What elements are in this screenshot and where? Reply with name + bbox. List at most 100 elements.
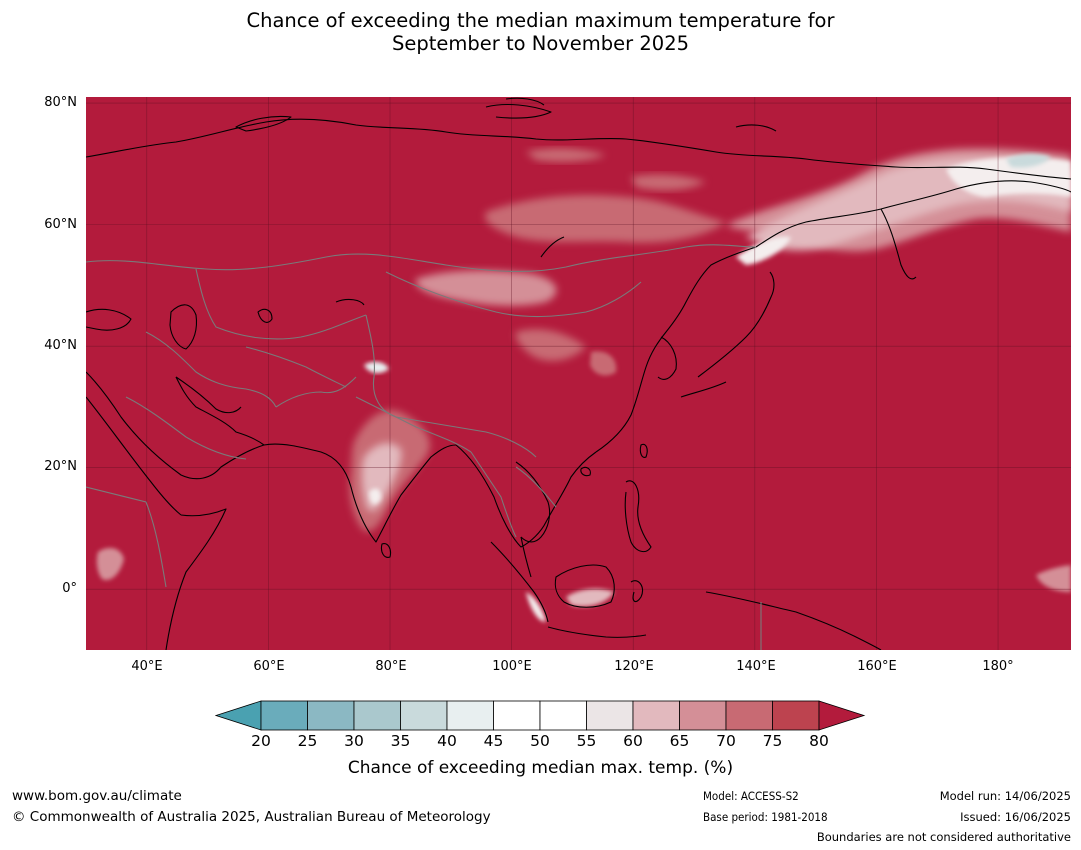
colorbar-tick-80: 80 bbox=[809, 732, 829, 750]
coast-korea bbox=[657, 336, 677, 380]
coast-bay-bengal bbox=[455, 444, 597, 548]
lat-tick-0: 0° bbox=[62, 581, 77, 596]
border-pakistan bbox=[275, 376, 357, 408]
lon-tick-100e: 100°E bbox=[492, 659, 532, 674]
probability-patches bbox=[96, 148, 1071, 622]
coast-japan bbox=[680, 271, 775, 398]
colorbar-tick-20: 20 bbox=[251, 732, 271, 750]
border-mongolia bbox=[385, 271, 642, 318]
border-kazakhstan bbox=[195, 268, 367, 340]
lon-tick-60e: 60°E bbox=[253, 659, 285, 674]
coast-new-guinea bbox=[705, 591, 882, 650]
coast-borneo bbox=[554, 564, 615, 608]
coast-arctic bbox=[86, 118, 1071, 180]
colorbar-tick-75: 75 bbox=[762, 732, 783, 750]
country-borders bbox=[86, 244, 762, 650]
forecast-map bbox=[86, 97, 1071, 650]
title-line-1: Chance of exceeding the median maximum t… bbox=[246, 9, 835, 32]
coast-aral bbox=[257, 308, 273, 323]
lat-tick-40n: 40°N bbox=[44, 338, 77, 353]
coast-horn-africa bbox=[165, 508, 227, 650]
coast-novaya-zemlya bbox=[235, 115, 292, 132]
coast-sumatra bbox=[490, 541, 549, 623]
lat-tick-80n: 80°N bbox=[44, 95, 77, 110]
colorbar-label: Chance of exceeding median max. temp. (%… bbox=[347, 758, 734, 778]
map-canvas bbox=[86, 97, 1071, 650]
colorbar-segment bbox=[772, 700, 820, 731]
border-india-north bbox=[355, 396, 472, 453]
issued-text: Issued: 16/06/2025 bbox=[960, 810, 1071, 824]
lon-tick-140e: 140°E bbox=[736, 659, 776, 674]
patch-mongolia bbox=[415, 270, 557, 306]
graticule bbox=[86, 97, 1071, 650]
patch-central-siberia bbox=[485, 195, 726, 243]
colorbar-tick-65: 65 bbox=[669, 732, 690, 750]
colorbar-tick-35: 35 bbox=[390, 732, 411, 750]
coast-black-sea bbox=[86, 308, 132, 331]
border-iran bbox=[145, 331, 277, 408]
patch-pacific-east bbox=[1036, 565, 1071, 592]
base-period-text: Base period: 1981-2018 bbox=[703, 810, 828, 824]
colorbar-segment bbox=[586, 700, 634, 731]
colorbar-tick-55: 55 bbox=[576, 732, 597, 750]
patch-sumatra bbox=[526, 592, 546, 622]
title-line-2: September to November 2025 bbox=[391, 32, 690, 55]
coast-persian-gulf bbox=[175, 376, 242, 414]
coast-sri-lanka bbox=[380, 543, 392, 558]
coast-hainan bbox=[580, 466, 591, 477]
border-indochina bbox=[515, 466, 557, 508]
border-afghanistan bbox=[245, 346, 347, 388]
coast-sulawesi bbox=[630, 580, 644, 603]
colorbar-segment bbox=[260, 700, 308, 731]
lon-tick-120e: 120°E bbox=[614, 659, 654, 674]
coast-philippines bbox=[624, 480, 652, 553]
lat-tick-20n: 20°N bbox=[44, 459, 77, 474]
disclaimer-text: Boundaries are not considered authoritat… bbox=[816, 830, 1071, 844]
patch-chukotka-white bbox=[946, 157, 1071, 197]
patch-east-africa bbox=[96, 547, 124, 581]
border-myanmar bbox=[470, 451, 517, 538]
border-africa bbox=[86, 486, 167, 588]
map-title: Chance of exceeding the median maximum t… bbox=[0, 9, 1081, 55]
coast-okhotsk bbox=[755, 180, 1071, 248]
coast-arabia bbox=[86, 371, 265, 480]
colorbar bbox=[215, 700, 866, 731]
lat-tick-60n: 60°N bbox=[44, 217, 77, 232]
colorbar-segment bbox=[725, 700, 773, 731]
colorbar-over-arrow bbox=[818, 700, 866, 731]
patch-north-siberia bbox=[526, 148, 606, 162]
border-arabia-inner bbox=[125, 396, 247, 460]
colorbar-tick-45: 45 bbox=[483, 732, 504, 750]
patch-sakhalin-white bbox=[736, 236, 791, 265]
coast-java bbox=[547, 626, 647, 638]
border-russia-south bbox=[86, 244, 757, 273]
coast-china bbox=[595, 246, 757, 453]
lon-tick-80e: 80°E bbox=[375, 659, 407, 674]
colorbar-segment bbox=[446, 700, 494, 731]
coast-taymyr bbox=[485, 103, 552, 119]
colorbar-segment bbox=[400, 700, 448, 731]
patch-china-north bbox=[515, 329, 586, 361]
colorbar-segment bbox=[353, 700, 401, 731]
patch-borneo bbox=[566, 588, 614, 607]
coast-malay bbox=[520, 536, 532, 578]
coast-taiwan bbox=[639, 443, 648, 458]
colorbar-segment bbox=[493, 700, 541, 731]
model-run-text: Model run: 14/06/2025 bbox=[939, 789, 1071, 803]
patch-yakutia bbox=[631, 174, 706, 191]
coast-indochina bbox=[515, 461, 551, 543]
colorbar-under-arrow bbox=[215, 700, 262, 731]
lon-tick-40e: 40°E bbox=[131, 659, 163, 674]
coast-red-sea bbox=[86, 396, 182, 516]
lon-tick-160e: 160°E bbox=[857, 659, 897, 674]
patch-china-east bbox=[590, 351, 617, 376]
coast-balkhash bbox=[335, 298, 365, 306]
colorbar-segment bbox=[632, 700, 680, 731]
colorbar-tick-70: 70 bbox=[716, 732, 736, 750]
lon-tick-180: 180° bbox=[982, 659, 1014, 674]
coast-severnaya bbox=[505, 97, 545, 106]
patch-india-white bbox=[369, 488, 382, 505]
website-text: www.bom.gov.au/climate bbox=[12, 788, 182, 804]
colorbar-tick-25: 25 bbox=[297, 732, 318, 750]
colorbar-tick-30: 30 bbox=[344, 732, 364, 750]
